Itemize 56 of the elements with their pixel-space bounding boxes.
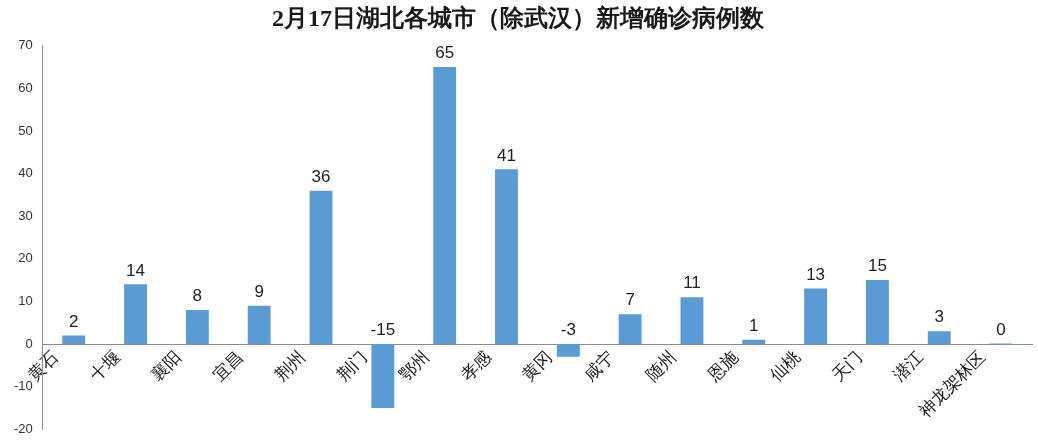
bar [866,280,889,344]
bar [495,169,518,344]
data-label: 41 [497,145,516,165]
data-label: 13 [806,264,826,284]
x-tick-label: 荆州 [271,347,309,386]
y-tick-label: 40 [18,165,33,181]
bar [247,305,271,344]
bar [62,335,86,344]
bar [680,297,704,344]
x-tick-label: 荆门 [333,347,371,386]
y-tick-label: 20 [18,250,33,266]
data-label: 36 [311,166,331,186]
data-label: 15 [867,256,887,276]
y-tick-label: 10 [18,292,33,308]
y-tick-label: 60 [18,79,33,95]
x-tick-label: 孝感 [456,347,495,386]
y-tick-label: -20 [13,420,33,436]
bar [371,344,395,408]
bar [927,331,951,344]
data-label: 1 [749,315,759,335]
data-label: 0 [996,319,1006,339]
data-label: -15 [370,320,396,340]
data-label: 65 [435,43,455,63]
y-tick-label: 50 [18,122,33,138]
x-tick-label: 随州 [642,347,680,386]
bar [804,288,828,344]
y-tick-label: -10 [13,378,33,394]
bar [124,284,147,344]
data-label: 2 [68,311,79,331]
bar [742,339,766,344]
bar [618,314,642,344]
y-tick-label: 30 [18,207,33,223]
data-label: 3 [934,307,944,327]
x-tick-label: 鄂州 [395,347,433,386]
data-label: 8 [192,286,203,306]
x-tick-label: 潜江 [889,347,928,386]
bar [433,67,457,344]
x-tick-label: 襄阳 [147,347,186,386]
bar [185,309,209,344]
x-tick-label: 恩施 [703,347,742,386]
x-tick-label: 十堰 [86,347,124,386]
data-label: 14 [126,260,145,280]
x-tick-label: 仙桃 [766,347,804,386]
x-tick-label: 天门 [827,347,866,386]
y-tick-label: 0 [25,335,33,351]
x-tick-label: 咸宁 [580,347,619,386]
x-tick-label: 宜昌 [209,347,248,386]
data-label: 9 [254,281,264,301]
bar [309,190,333,344]
data-label: 11 [683,273,701,293]
x-tick-label: 黄冈 [518,347,557,386]
y-tick-label: 70 [18,37,33,53]
bar [556,344,580,357]
chart-title: 2月17日湖北各城市（除武汉）新增确诊病例数 [272,4,765,31]
data-label: -3 [560,320,576,340]
data-label: 7 [625,290,635,310]
